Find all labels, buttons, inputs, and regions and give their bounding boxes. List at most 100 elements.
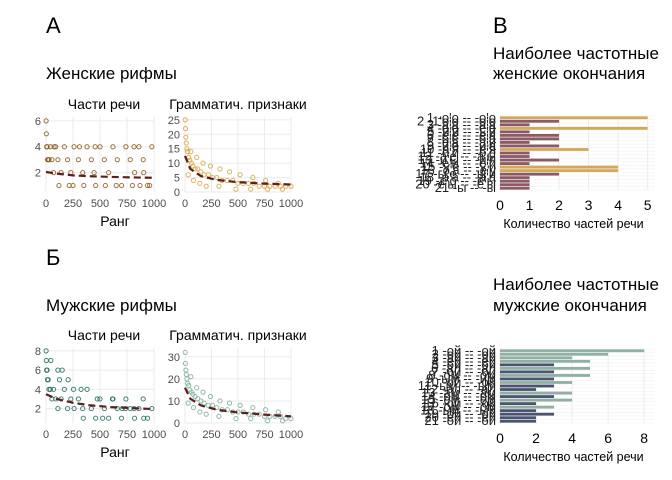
x-tick-label: 0 [496, 197, 504, 213]
data-point [80, 405, 86, 412]
data-point [101, 157, 107, 163]
data-point [182, 360, 189, 367]
category-label: 10 -а'я -- -е'я [420, 141, 496, 156]
category-label: 12 -а'е -- -а'ы [417, 149, 496, 164]
x-axis-label: Ранг [100, 444, 130, 460]
data-point [246, 180, 252, 186]
bar [500, 144, 560, 148]
data-point [226, 400, 233, 406]
category-label: 2 -ой -- -ой [432, 346, 496, 361]
data-point [205, 172, 211, 178]
data-point [46, 157, 52, 163]
bar [500, 158, 560, 162]
category-label: 21 -ой -- -ой [424, 413, 496, 428]
y-tick-label: 20 [168, 374, 180, 386]
data-point [136, 144, 142, 150]
data-point [248, 415, 254, 422]
bar [500, 133, 560, 137]
data-point [279, 186, 286, 192]
bar [500, 352, 609, 356]
category-label: 4 -е'е -- -е'е [427, 120, 496, 135]
data-point [141, 415, 147, 421]
y-tick-label: 2 [35, 404, 41, 416]
data-point [78, 386, 84, 392]
facet-title: Грамматич. признаки [169, 327, 306, 343]
category-label: 16 -ой -- -ой [424, 396, 496, 411]
category-label: 5 -и'и -- -ь'и [427, 124, 496, 139]
data-point [127, 157, 133, 163]
data-point [123, 144, 129, 150]
male-endings-title-line2: мужские окончания [493, 296, 647, 315]
data-point [48, 357, 54, 364]
category-label: 6 -е'е -- -е'а [427, 127, 497, 142]
x-tick-label: 1 [526, 197, 534, 213]
data-point [88, 157, 94, 163]
male-rhymes-title: Мужские рифмы [46, 296, 177, 315]
data-point [248, 186, 254, 192]
data-point [71, 405, 77, 412]
data-point [147, 182, 153, 189]
data-point [203, 411, 209, 417]
data-point [233, 186, 239, 192]
data-point [265, 186, 271, 192]
category-label: 18 -а'а -- -а'а [420, 170, 497, 185]
data-point [288, 183, 294, 189]
facet-title: Грамматич. признаки [169, 96, 306, 112]
category-label: 10 -ой -- -ой [424, 374, 496, 389]
bar [500, 356, 573, 360]
bar [500, 395, 555, 398]
data-point [188, 374, 194, 380]
data-point [279, 418, 286, 424]
y-tick-label: 15 [168, 144, 180, 156]
bar [500, 116, 648, 120]
female-endings-title-line2: женские окончания [493, 64, 645, 83]
data-point [94, 396, 100, 402]
x-tick-label: 0 [43, 198, 49, 210]
data-point [68, 396, 74, 402]
bar [500, 366, 591, 370]
panel-label-a: А [46, 13, 61, 38]
x-tick-label: 3 [585, 197, 593, 213]
data-point [216, 413, 222, 419]
x-tick-label: 750 [255, 198, 273, 210]
male-gram-scatter: 0 10 20 30 0 250 500 750 1000 Грамматич. признаки [168, 327, 307, 441]
category-label: 1 -о'о -- -о'о [427, 110, 496, 125]
data-point [131, 415, 138, 421]
bar [500, 137, 560, 141]
data-point [140, 396, 146, 402]
data-point [43, 118, 49, 124]
x-axis-label: Количество частей речи [503, 450, 643, 464]
x-tick-label: 500 [91, 198, 109, 210]
data-point [201, 400, 207, 406]
data-point [250, 404, 256, 411]
category-label: 20 -ей -- -ей [424, 410, 496, 425]
data-point [140, 157, 146, 163]
data-point [185, 400, 191, 406]
data-point [197, 180, 203, 186]
bar [500, 176, 530, 180]
category-label: 14 -ом -- -ом [421, 389, 496, 404]
data-point [226, 169, 233, 175]
bar [500, 391, 573, 395]
female-rhymes-title: Женские рифмы [46, 64, 177, 83]
bar [500, 363, 555, 367]
bar [500, 419, 537, 423]
y-tick-label: 0 [174, 418, 180, 430]
x-tick-label: 6 [604, 430, 612, 446]
y-tick-label: 30 [168, 352, 180, 364]
bar [500, 126, 648, 130]
bar [500, 141, 530, 144]
male-endings-bar-chart: 0 2 4 6 8 1 -ой -- -ой2 -ой -- -ой3 -ай -- -а… [418, 343, 655, 464]
data-point [182, 125, 189, 132]
category-label: 9 -и'е -- -и'а [427, 138, 497, 153]
data-point [182, 349, 188, 356]
bar [500, 388, 537, 391]
category-label: 4 -ей -- -ей [432, 353, 496, 368]
data-point [56, 182, 62, 189]
data-point [190, 177, 197, 184]
x-tick-label: 2 [532, 430, 540, 446]
bar [500, 123, 530, 127]
bar [500, 165, 619, 169]
data-point [194, 154, 200, 160]
bar [500, 162, 530, 165]
